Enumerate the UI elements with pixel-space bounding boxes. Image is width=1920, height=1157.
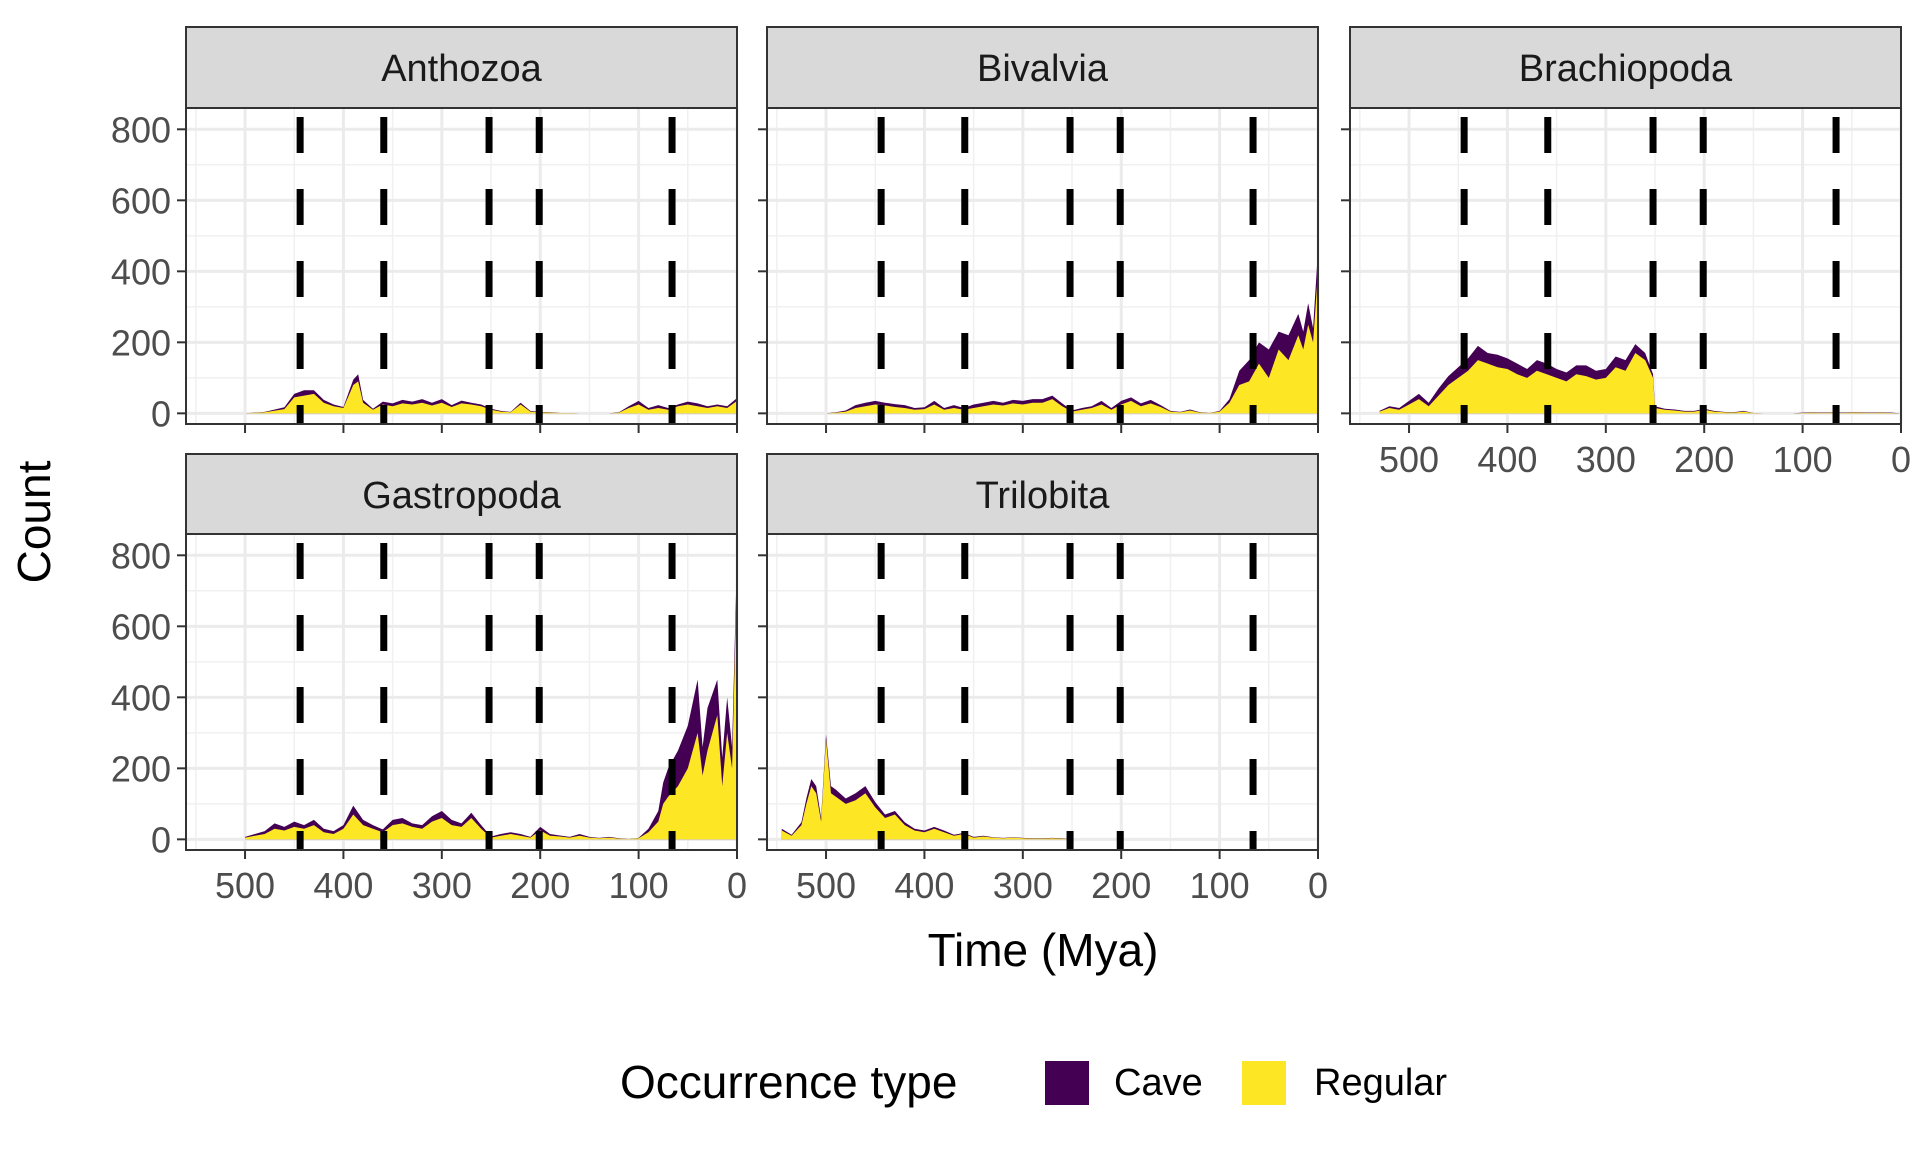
facet-anthozoa: Anthozoa 0 200 400 600 800 <box>111 26 739 434</box>
legend-swatch-regular <box>1242 1061 1286 1105</box>
x-tick-label: 300 <box>412 865 472 906</box>
area-regular-gastropoda <box>245 573 738 840</box>
legend-swatch-cave <box>1045 1061 1089 1105</box>
facet-title-trilobita: Trilobita <box>976 475 1111 517</box>
y-tick-label: 0 <box>151 393 171 434</box>
x-tick-label: 100 <box>1190 865 1250 906</box>
legend-label-cave: Cave <box>1114 1062 1203 1104</box>
x-tick-label: 200 <box>1091 865 1151 906</box>
x-tick-label: 400 <box>313 865 373 906</box>
y-tick-label: 400 <box>111 677 171 718</box>
legend: Occurrence type Cave Regular <box>620 1056 1447 1108</box>
y-tick-label: 400 <box>111 251 171 292</box>
area-regular-anthozoa <box>245 381 738 414</box>
panel-border-trilobita <box>766 533 1319 851</box>
facet-strip-trilobita <box>766 453 1319 536</box>
facet-title-gastropoda: Gastropoda <box>362 475 561 517</box>
facet-title-bivalvia: Bivalvia <box>977 48 1109 90</box>
panel-border-bivalvia <box>766 107 1319 425</box>
y-tick-label: 200 <box>111 322 171 363</box>
x-tick-label: 500 <box>796 865 856 906</box>
panel-background-gastropoda <box>186 534 737 850</box>
x-tick-label: 200 <box>1674 439 1734 480</box>
facet-title-brachiopoda: Brachiopoda <box>1519 48 1733 90</box>
gridlines-anthozoa <box>186 108 739 424</box>
x-tick-label: 0 <box>727 865 747 906</box>
x-tick-label: 100 <box>609 865 669 906</box>
x-tick-label: 300 <box>1576 439 1636 480</box>
y-tick-label: 600 <box>111 180 171 221</box>
x-tick-label: 500 <box>1379 439 1439 480</box>
facet-trilobita: Trilobita 500 400 300 200 100 0 <box>758 453 1328 906</box>
x-tick-label: 500 <box>215 865 275 906</box>
panels-layer: Anthozoa 0 200 400 600 800 Bivalvia Brachiopoda… <box>111 26 1911 906</box>
facet-strip-gastropoda <box>185 453 738 536</box>
facet-gastropoda: Gastropoda 0 200 400 600 800 500 400 300 200 100 0 <box>111 453 747 906</box>
y-tick-label: 200 <box>111 748 171 789</box>
area-regular-bivalvia <box>826 271 1318 414</box>
area-regular-brachiopoda <box>1379 352 1901 414</box>
legend-title: Occurrence type <box>620 1056 957 1108</box>
facet-bivalvia: Bivalvia <box>758 26 1320 433</box>
y-tick-label: 600 <box>111 606 171 647</box>
y-tick-label: 0 <box>151 819 171 860</box>
x-tick-label: 100 <box>1773 439 1833 480</box>
y-tick-label: 800 <box>111 109 171 150</box>
x-tick-label: 0 <box>1891 439 1911 480</box>
area-regular-trilobita <box>781 739 1071 840</box>
panel-background-anthozoa <box>186 108 737 424</box>
x-tick-label: 400 <box>894 865 954 906</box>
x-tick-label: 0 <box>1308 865 1328 906</box>
facet-title-anthozoa: Anthozoa <box>381 48 542 90</box>
x-tick-label: 400 <box>1477 439 1537 480</box>
x-axis-title: Time (Mya) <box>928 924 1159 976</box>
panel-background-bivalvia <box>767 108 1318 424</box>
x-tick-label: 200 <box>510 865 570 906</box>
facet-strip-anthozoa <box>185 26 738 109</box>
panel-border-brachiopoda <box>1349 107 1902 425</box>
panel-border-gastropoda <box>185 533 738 851</box>
legend-label-regular: Regular <box>1314 1062 1447 1104</box>
facet-strip-brachiopoda <box>1349 26 1902 109</box>
facet-brachiopoda: Brachiopoda 500 400 300 200 100 0 <box>1341 26 1911 480</box>
y-tick-label: 800 <box>111 535 171 576</box>
y-axis-title: Count <box>8 460 60 583</box>
panel-border-anthozoa <box>185 107 738 425</box>
x-tick-label: 300 <box>993 865 1053 906</box>
